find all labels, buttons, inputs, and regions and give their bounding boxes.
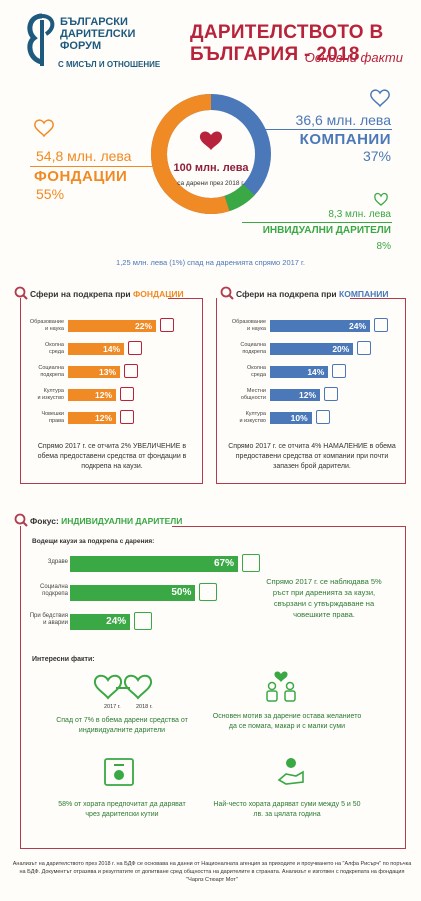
- category-icon: [120, 387, 134, 401]
- focus-side-note: Спрямо 2017 г. се наблюдава 5% ръст при …: [266, 577, 382, 619]
- category-icon: [160, 318, 174, 332]
- category-icon: [199, 583, 218, 601]
- bar: 22%: [68, 320, 156, 332]
- page-subtitle: Основни факти: [304, 50, 403, 65]
- fact-motive: Основен мотив за дарение остава желаниет…: [212, 713, 362, 730]
- decline-note: 1,25 млн. лева (1%) спад на даренията сп…: [116, 258, 305, 267]
- bar-label: Образование и наука: [29, 319, 64, 332]
- category-icon: [242, 554, 260, 572]
- category-icon: [332, 364, 347, 378]
- page-title: ДАРИТЕЛСТВОТО В БЪЛГАРИЯ - 2018: [190, 22, 384, 65]
- search-icon: [14, 513, 28, 527]
- fact-donation-box: 58% от хората предпочитат да даряват чре…: [58, 801, 186, 818]
- search-icon: [14, 286, 28, 300]
- bar-label: Социална подкрепа: [40, 584, 68, 597]
- donation-box-icon: [104, 758, 134, 786]
- focus-section-title: Фокус: ИНДИВИДУАЛНИ ДАРИТЕЛИ: [30, 516, 183, 526]
- logo-tagline: С МИСЪЛ И ОТНОШЕНИЕ: [58, 60, 161, 69]
- bar: 10%: [270, 412, 312, 424]
- facts-title: Интересни факти:: [32, 656, 95, 663]
- bar-label: Местни общности: [240, 388, 266, 401]
- individ-name: ИНВИДУАЛНИ ДАРИТЕЛИ: [262, 225, 391, 236]
- bar-label: Здраве: [47, 559, 68, 565]
- heart-outline-icon: [34, 119, 54, 138]
- kompanii-pct: 37%: [362, 148, 391, 164]
- category-icon: [315, 410, 330, 424]
- year-2018: 2018 г.: [136, 704, 153, 710]
- bar-label: Социална подкрепа: [240, 342, 266, 355]
- donut-center-caption: са дарени през 2018 г.: [177, 180, 245, 187]
- individ-amount: 8,3 млн. лева: [328, 209, 391, 220]
- bar-label: Човешки права: [41, 411, 64, 424]
- fondacii-amount: 54,8 млн. лева: [36, 148, 132, 164]
- logo-name: БЪЛГАРСКИ ДАРИТЕЛСКИ ФОРУМ: [60, 16, 136, 52]
- heart-outline-icon: [370, 89, 390, 108]
- footer-note: Анализът на дарителството през 2018 г. н…: [12, 861, 412, 883]
- bar: 14%: [68, 343, 124, 355]
- bar-label: Култура и изкуство: [239, 411, 266, 424]
- category-icon: [128, 341, 142, 355]
- category-icon: [120, 410, 134, 424]
- heart-outline-icon: [374, 192, 388, 206]
- kompanii-section-title: Сфери на подкрепа при КОМПАНИИ: [236, 289, 389, 299]
- bar: 24%: [270, 320, 370, 332]
- category-icon: [124, 364, 138, 378]
- category-icon: [134, 612, 153, 630]
- heart-icon: [199, 131, 223, 150]
- bar: 50%: [70, 585, 196, 601]
- bar-label: Социална подкрепа: [38, 365, 64, 378]
- kompanii-amount: 36,6 млн. лева: [295, 112, 391, 128]
- bar-label: Околна среда: [247, 365, 266, 378]
- bdf-logo: [27, 13, 55, 66]
- fact-amount: Най-често хората даряват суми между 5 и …: [213, 801, 361, 818]
- kompanii-note: Спрямо 2017 г. се отчита 4% НАМАЛЕНИЕ в …: [228, 443, 396, 470]
- kompanii-name: КОМПАНИИ: [299, 131, 391, 148]
- category-icon: [374, 318, 388, 332]
- fondacii-pct: 55%: [36, 186, 65, 202]
- bar: 12%: [68, 389, 116, 401]
- people-helping-icon: [266, 671, 296, 702]
- bar: 24%: [70, 614, 131, 630]
- bar: 12%: [270, 389, 320, 401]
- bar: 12%: [68, 412, 116, 424]
- hand-coin-icon: [277, 758, 304, 785]
- bar-label: Култура и изкуство: [37, 388, 64, 401]
- bar-label: При бедствия и аварии: [29, 613, 68, 626]
- bar: 14%: [270, 366, 329, 378]
- fondacii-note: Спрямо 2017 г. се отчита 2% УВЕЛИЧЕНИЕ в…: [37, 443, 187, 470]
- bar: 67%: [70, 556, 238, 572]
- donut-individ-arc: [224, 183, 255, 212]
- donut-chart: [151, 94, 271, 214]
- fondacii-name: ФОНДАЦИИ: [34, 168, 128, 185]
- hearts-decline-icon: [93, 674, 153, 700]
- fondacii-section-title: Сфери на подкрепа при ФОНДАЦИИ: [30, 289, 184, 299]
- year-2017: 2017 г.: [104, 704, 121, 710]
- donut-center-value: 100 млн. лева: [173, 162, 249, 174]
- category-icon: [324, 387, 338, 401]
- search-icon: [220, 286, 234, 300]
- fact-decline: Спад от 7% в обема дарени средства от ин…: [56, 717, 188, 734]
- individ-pct: 8%: [376, 241, 391, 252]
- bar: 20%: [270, 343, 354, 355]
- focus-subtitle: Водещи каузи за подкрепа с дарения:: [32, 538, 155, 545]
- bar: 13%: [68, 366, 120, 378]
- category-icon: [357, 341, 372, 355]
- donut-fondacii-arc: [151, 94, 230, 214]
- bar-label: Околна среда: [45, 342, 64, 355]
- bar-label: Образование и наука: [231, 319, 266, 332]
